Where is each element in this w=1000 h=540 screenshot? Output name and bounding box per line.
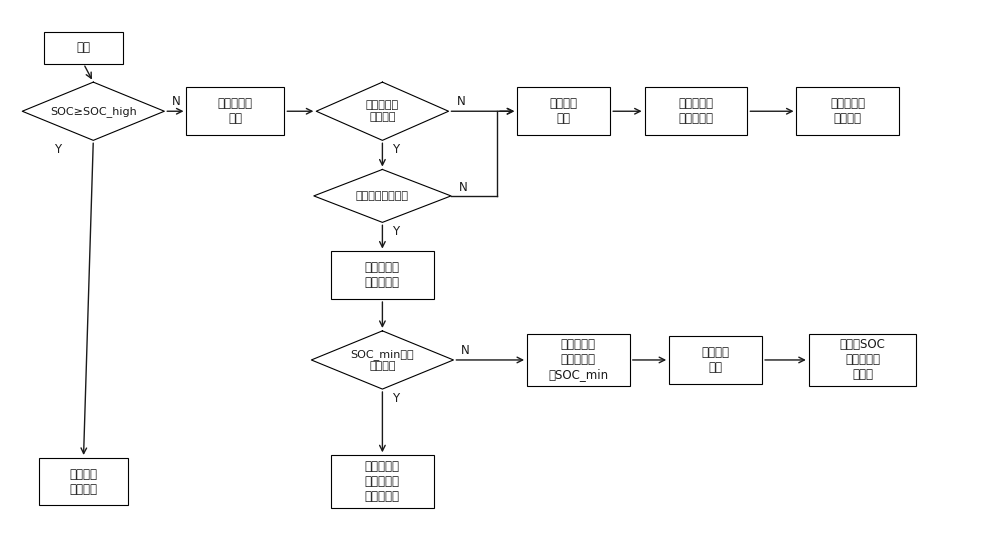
- Polygon shape: [316, 82, 449, 140]
- Polygon shape: [311, 331, 453, 389]
- Text: 计算去充电
站行驶耗能: 计算去充电 站行驶耗能: [365, 261, 400, 289]
- FancyBboxPatch shape: [669, 336, 762, 384]
- Text: 多工作点能
量控制策略: 多工作点能 量控制策略: [678, 97, 714, 125]
- Polygon shape: [314, 170, 451, 222]
- FancyBboxPatch shape: [527, 334, 630, 387]
- Text: SOC≥SOC_high: SOC≥SOC_high: [50, 106, 137, 117]
- Text: 驾驶员是否
选择充电: 驾驶员是否 选择充电: [366, 100, 399, 122]
- Text: Y: Y: [392, 392, 399, 405]
- Text: 是否有合适充电站: 是否有合适充电站: [356, 191, 409, 201]
- FancyBboxPatch shape: [39, 458, 128, 505]
- Text: N: N: [456, 95, 465, 108]
- Text: Y: Y: [54, 144, 61, 157]
- Text: 动力电池单
独驱动直至
到达充电站: 动力电池单 独驱动直至 到达充电站: [365, 460, 400, 503]
- Text: 电池单独驱
动直至电量
到SOC_min: 电池单独驱 动直至电量 到SOC_min: [548, 339, 608, 381]
- Text: N: N: [172, 95, 181, 108]
- Text: N: N: [459, 181, 468, 194]
- Text: 提示驾驶员
充电: 提示驾驶员 充电: [218, 97, 253, 125]
- FancyBboxPatch shape: [809, 334, 916, 387]
- FancyBboxPatch shape: [517, 87, 610, 135]
- FancyBboxPatch shape: [645, 87, 747, 135]
- Text: 动力电池
单独驱动: 动力电池 单独驱动: [70, 468, 98, 496]
- Text: SOC_min之前
能否到达: SOC_min之前 能否到达: [351, 349, 414, 371]
- Text: 开启增程
模式: 开启增程 模式: [702, 346, 730, 374]
- Text: 开启增程
模式: 开启增程 模式: [550, 97, 578, 125]
- FancyBboxPatch shape: [331, 252, 434, 299]
- Text: 开始: 开始: [76, 41, 90, 54]
- Text: Y: Y: [392, 225, 399, 238]
- Text: Y: Y: [392, 144, 399, 157]
- Polygon shape: [22, 82, 164, 140]
- Text: 驾驶员尽快
安排充电: 驾驶员尽快 安排充电: [830, 97, 865, 125]
- FancyBboxPatch shape: [186, 87, 284, 135]
- FancyBboxPatch shape: [331, 455, 434, 508]
- FancyBboxPatch shape: [44, 32, 123, 64]
- FancyBboxPatch shape: [796, 87, 899, 135]
- Text: 维持该SOC
値直至到达
充电站: 维持该SOC 値直至到达 充电站: [840, 339, 886, 381]
- Text: N: N: [461, 344, 470, 357]
